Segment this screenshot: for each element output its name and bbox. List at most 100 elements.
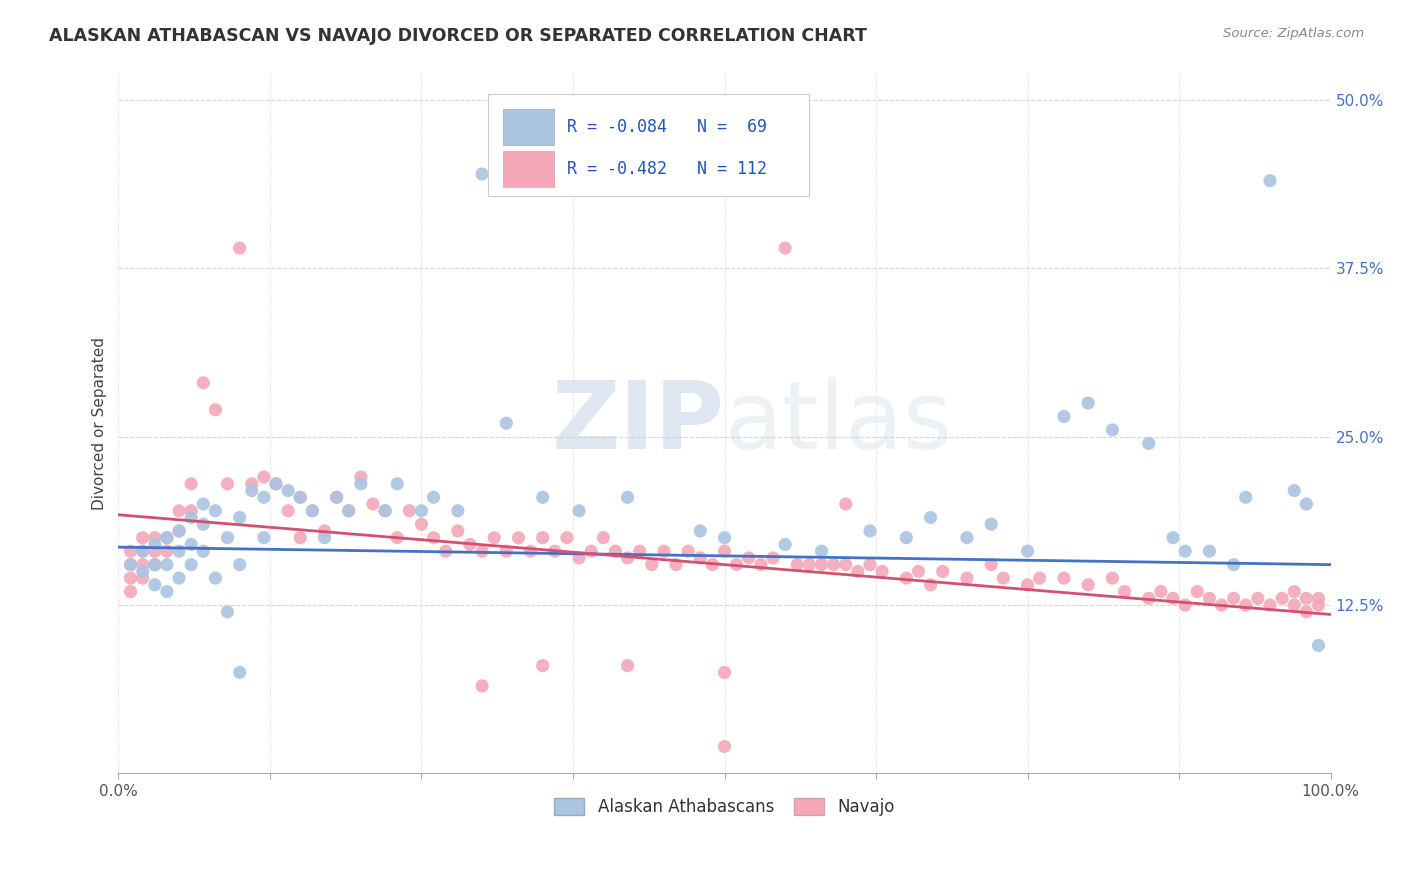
Point xyxy=(167,571,190,585)
Point xyxy=(180,537,202,551)
Point xyxy=(398,504,420,518)
Point xyxy=(1308,591,1330,606)
Point xyxy=(544,544,567,558)
Point xyxy=(1028,571,1050,585)
Point xyxy=(411,517,433,532)
Point xyxy=(374,504,396,518)
Point xyxy=(846,565,869,579)
Point xyxy=(1161,591,1184,606)
Point xyxy=(217,531,239,545)
Point xyxy=(253,491,276,505)
Point xyxy=(1053,571,1076,585)
Point xyxy=(143,558,166,572)
Point xyxy=(277,504,299,518)
Point xyxy=(568,550,591,565)
Point xyxy=(1077,578,1099,592)
Point xyxy=(1211,598,1233,612)
Point xyxy=(980,558,1002,572)
Point xyxy=(458,537,481,551)
Point xyxy=(568,504,591,518)
Point xyxy=(1271,591,1294,606)
Point xyxy=(956,571,979,585)
Point xyxy=(592,531,614,545)
Point xyxy=(167,524,190,538)
Point xyxy=(1114,584,1136,599)
Point xyxy=(1150,584,1173,599)
Point xyxy=(1258,174,1281,188)
Point xyxy=(337,504,360,518)
Point xyxy=(1174,598,1197,612)
Point xyxy=(447,504,470,518)
Point xyxy=(531,491,554,505)
Point xyxy=(325,491,347,505)
Point xyxy=(1101,423,1123,437)
Point xyxy=(264,476,287,491)
Point xyxy=(652,544,675,558)
Text: R = -0.084   N =  69: R = -0.084 N = 69 xyxy=(567,118,766,136)
Point xyxy=(290,531,312,545)
Point xyxy=(253,470,276,484)
Point xyxy=(204,402,226,417)
Point xyxy=(143,544,166,558)
Point xyxy=(167,504,190,518)
Point xyxy=(228,558,250,572)
Point xyxy=(835,497,858,511)
Point xyxy=(1198,591,1220,606)
Point xyxy=(980,517,1002,532)
Point xyxy=(749,558,772,572)
Point xyxy=(301,504,323,518)
Point xyxy=(1222,558,1244,572)
Point xyxy=(1295,591,1317,606)
Point xyxy=(616,491,638,505)
Point xyxy=(1161,531,1184,545)
FancyBboxPatch shape xyxy=(503,109,554,145)
Point xyxy=(993,571,1015,585)
Point xyxy=(1137,591,1160,606)
Point xyxy=(1308,639,1330,653)
Point xyxy=(616,658,638,673)
Point xyxy=(810,544,832,558)
Point xyxy=(641,558,664,572)
Point xyxy=(301,504,323,518)
Point xyxy=(665,558,688,572)
Point xyxy=(1247,591,1270,606)
Point xyxy=(786,558,808,572)
Point xyxy=(156,531,179,545)
Text: atlas: atlas xyxy=(724,377,953,469)
Point xyxy=(799,558,821,572)
Point xyxy=(1187,584,1209,599)
Point xyxy=(1234,598,1257,612)
Point xyxy=(361,497,384,511)
Point xyxy=(725,558,748,572)
Point xyxy=(835,558,858,572)
Point xyxy=(896,531,918,545)
Point xyxy=(762,550,785,565)
Point xyxy=(1053,409,1076,424)
Point xyxy=(180,510,202,524)
Point xyxy=(156,584,179,599)
Point xyxy=(120,571,142,585)
Point xyxy=(1295,605,1317,619)
Legend: Alaskan Athabascans, Navajo: Alaskan Athabascans, Navajo xyxy=(546,789,903,824)
Point xyxy=(387,476,409,491)
Point xyxy=(823,558,845,572)
FancyBboxPatch shape xyxy=(503,151,554,187)
Point xyxy=(508,531,530,545)
Point xyxy=(1284,584,1306,599)
Point xyxy=(156,558,179,572)
Point xyxy=(167,524,190,538)
Point xyxy=(531,531,554,545)
Point xyxy=(870,565,893,579)
Point xyxy=(1234,491,1257,505)
Point xyxy=(411,504,433,518)
Point xyxy=(1174,544,1197,558)
Point xyxy=(1284,598,1306,612)
Text: ALASKAN ATHABASCAN VS NAVAJO DIVORCED OR SEPARATED CORRELATION CHART: ALASKAN ATHABASCAN VS NAVAJO DIVORCED OR… xyxy=(49,27,868,45)
Point xyxy=(143,531,166,545)
Point xyxy=(120,558,142,572)
Point xyxy=(156,544,179,558)
Point xyxy=(228,241,250,255)
Point xyxy=(143,578,166,592)
Point xyxy=(131,571,153,585)
Point xyxy=(131,544,153,558)
